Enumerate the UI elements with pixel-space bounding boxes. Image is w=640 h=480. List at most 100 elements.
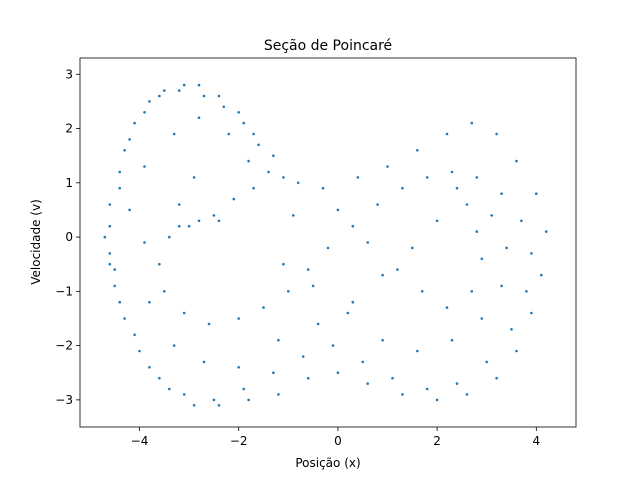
data-point bbox=[108, 262, 112, 266]
data-point bbox=[515, 159, 518, 163]
data-point bbox=[237, 111, 240, 114]
data-point bbox=[287, 290, 290, 293]
data-point bbox=[202, 360, 206, 364]
data-point bbox=[123, 149, 126, 152]
data-point bbox=[207, 322, 211, 326]
x-tick-label: 0 bbox=[334, 434, 342, 448]
data-point bbox=[356, 176, 360, 179]
data-point bbox=[108, 252, 112, 255]
data-point bbox=[425, 176, 429, 179]
data-point bbox=[187, 224, 191, 228]
data-point bbox=[172, 132, 176, 136]
data-point bbox=[450, 338, 454, 342]
data-point bbox=[212, 214, 216, 217]
x-tick-label: −4 bbox=[131, 434, 149, 448]
plot-frame bbox=[79, 57, 577, 428]
data-point bbox=[108, 224, 112, 228]
data-point bbox=[103, 235, 107, 239]
data-point bbox=[182, 393, 186, 396]
data-point bbox=[311, 284, 315, 288]
data-point bbox=[227, 132, 231, 136]
data-point bbox=[411, 246, 414, 250]
data-point bbox=[391, 376, 394, 380]
y-tick-label: 1 bbox=[65, 176, 73, 190]
data-point bbox=[113, 284, 116, 288]
data-point bbox=[361, 360, 365, 364]
data-point bbox=[192, 404, 196, 407]
data-point bbox=[272, 371, 275, 375]
data-point bbox=[217, 219, 221, 223]
data-point bbox=[351, 300, 355, 304]
data-point bbox=[133, 121, 136, 125]
data-point bbox=[306, 376, 310, 380]
data-point bbox=[544, 230, 548, 233]
data-point bbox=[292, 214, 295, 217]
data-point bbox=[301, 355, 305, 358]
data-point bbox=[262, 306, 265, 309]
y-tick-label: 2 bbox=[65, 122, 73, 136]
data-point bbox=[128, 208, 131, 212]
data-point bbox=[420, 290, 424, 293]
data-point bbox=[108, 203, 112, 206]
data-point bbox=[336, 208, 340, 212]
x-tick-label: 2 bbox=[433, 434, 441, 448]
data-point bbox=[118, 300, 121, 304]
data-point bbox=[530, 252, 533, 255]
y-tick-label: 3 bbox=[65, 67, 73, 81]
data-point bbox=[158, 376, 161, 380]
data-point bbox=[177, 224, 181, 228]
data-point bbox=[217, 94, 221, 98]
data-point bbox=[118, 186, 121, 190]
data-point bbox=[148, 366, 151, 369]
data-point bbox=[366, 382, 370, 385]
data-point bbox=[242, 387, 245, 391]
data-point bbox=[495, 376, 498, 380]
data-point bbox=[296, 181, 300, 185]
data-point bbox=[172, 344, 176, 347]
data-point bbox=[177, 89, 181, 92]
data-point bbox=[277, 338, 280, 342]
data-point bbox=[450, 170, 454, 174]
data-point bbox=[470, 121, 474, 125]
data-point bbox=[500, 192, 503, 195]
data-point bbox=[306, 268, 310, 271]
data-point bbox=[480, 317, 484, 320]
data-point bbox=[197, 83, 201, 87]
data-point bbox=[401, 393, 404, 396]
data-point bbox=[455, 382, 459, 385]
x-tick-label: −2 bbox=[230, 434, 248, 448]
data-point bbox=[168, 387, 171, 391]
y-tick-label: −2 bbox=[55, 339, 73, 353]
data-point bbox=[495, 132, 498, 136]
data-point bbox=[500, 284, 503, 288]
y-tick-label: 0 bbox=[65, 230, 73, 244]
data-point bbox=[202, 94, 206, 98]
data-point bbox=[331, 344, 335, 347]
data-point bbox=[366, 241, 370, 244]
data-point bbox=[326, 246, 330, 250]
data-point bbox=[197, 219, 201, 223]
data-point bbox=[316, 322, 320, 326]
data-point bbox=[445, 306, 449, 309]
data-point bbox=[475, 230, 479, 233]
y-tick-label: −1 bbox=[55, 284, 73, 298]
y-tick-label: −3 bbox=[55, 393, 73, 407]
data-point bbox=[485, 360, 489, 364]
data-point bbox=[197, 116, 201, 119]
data-point bbox=[242, 121, 245, 125]
data-point bbox=[425, 387, 429, 391]
data-point bbox=[445, 132, 449, 136]
x-tick-label: 4 bbox=[532, 434, 540, 448]
data-point bbox=[247, 398, 250, 402]
data-point bbox=[351, 224, 355, 228]
data-point bbox=[217, 404, 221, 407]
data-point bbox=[192, 176, 196, 179]
data-point bbox=[143, 165, 146, 168]
chart-title: Seção de Poincaré bbox=[264, 38, 392, 54]
data-point bbox=[435, 219, 439, 223]
x-axis: −4 −2 0 2 4 bbox=[131, 427, 540, 448]
data-point bbox=[148, 300, 151, 304]
data-point bbox=[182, 83, 186, 87]
data-point bbox=[212, 398, 216, 402]
data-point bbox=[128, 138, 131, 141]
